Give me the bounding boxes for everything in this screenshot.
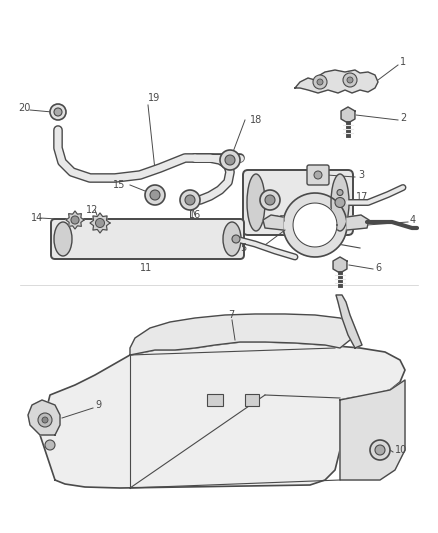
Text: 3: 3: [358, 170, 364, 180]
Polygon shape: [130, 314, 355, 355]
Circle shape: [50, 104, 66, 120]
Circle shape: [225, 155, 235, 165]
Polygon shape: [263, 215, 283, 230]
Text: 19: 19: [148, 93, 160, 103]
Polygon shape: [336, 295, 362, 348]
Text: 12: 12: [86, 205, 98, 215]
Circle shape: [220, 150, 240, 170]
Circle shape: [54, 108, 62, 116]
Bar: [245, 394, 259, 406]
Polygon shape: [340, 380, 405, 480]
Circle shape: [95, 219, 105, 228]
Ellipse shape: [223, 222, 241, 256]
Text: 9: 9: [95, 400, 101, 410]
Polygon shape: [283, 193, 347, 257]
Circle shape: [145, 185, 165, 205]
Circle shape: [375, 445, 385, 455]
Text: 5: 5: [240, 243, 246, 253]
Text: 4: 4: [410, 215, 416, 225]
Polygon shape: [295, 70, 378, 93]
Ellipse shape: [331, 174, 349, 231]
Circle shape: [232, 235, 240, 243]
FancyBboxPatch shape: [243, 170, 353, 235]
Ellipse shape: [247, 174, 265, 231]
Circle shape: [71, 216, 79, 224]
Text: 6: 6: [375, 263, 381, 273]
Ellipse shape: [54, 222, 72, 256]
FancyBboxPatch shape: [51, 219, 244, 259]
Circle shape: [314, 171, 322, 179]
Circle shape: [337, 190, 343, 196]
Circle shape: [260, 190, 280, 210]
Circle shape: [313, 75, 327, 89]
Text: 14: 14: [31, 213, 43, 223]
Circle shape: [45, 440, 55, 450]
Circle shape: [265, 195, 275, 205]
Text: 1: 1: [400, 57, 406, 67]
Polygon shape: [90, 213, 110, 233]
Text: 16: 16: [189, 210, 201, 220]
Text: 10: 10: [395, 445, 407, 455]
Text: 11: 11: [139, 263, 152, 273]
Circle shape: [38, 413, 52, 427]
Bar: [207, 394, 223, 406]
Polygon shape: [28, 400, 60, 435]
Text: 15: 15: [274, 215, 286, 225]
Circle shape: [180, 190, 200, 210]
Text: 18: 18: [250, 115, 262, 125]
FancyBboxPatch shape: [307, 165, 329, 185]
Circle shape: [335, 198, 345, 207]
Text: 20: 20: [18, 103, 30, 113]
Text: 7: 7: [228, 310, 234, 320]
Circle shape: [343, 73, 357, 87]
Text: 17: 17: [356, 192, 368, 203]
Circle shape: [150, 190, 160, 200]
Polygon shape: [341, 107, 355, 123]
Circle shape: [185, 195, 195, 205]
Circle shape: [370, 440, 390, 460]
Circle shape: [42, 417, 48, 423]
Polygon shape: [347, 215, 369, 230]
Circle shape: [317, 79, 323, 85]
Polygon shape: [66, 211, 84, 229]
Polygon shape: [40, 342, 405, 488]
Polygon shape: [293, 203, 337, 247]
Text: 15: 15: [113, 180, 125, 190]
Polygon shape: [333, 257, 347, 273]
Text: 2: 2: [400, 113, 406, 123]
Circle shape: [347, 77, 353, 83]
